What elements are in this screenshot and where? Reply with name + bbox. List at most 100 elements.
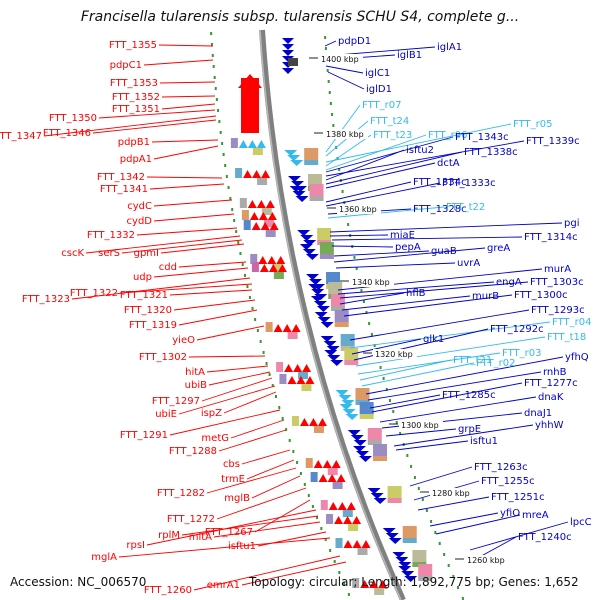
gene-arrow[interactable] <box>289 186 303 192</box>
gene-arrow[interactable] <box>297 230 311 236</box>
gene-arrow[interactable] <box>308 284 322 290</box>
gene-block[interactable] <box>327 468 338 475</box>
gene-arrow[interactable] <box>256 200 266 208</box>
gene-block[interactable] <box>328 282 343 294</box>
gene-label-metg[interactable]: metG <box>201 433 229 444</box>
gene-block[interactable] <box>340 334 355 346</box>
gene-label-ubib[interactable]: ubiB <box>185 380 207 391</box>
gene-arrow[interactable] <box>308 418 318 426</box>
gene-arrow[interactable] <box>306 274 320 280</box>
gene-arrow[interactable] <box>353 440 367 446</box>
gene-label-yhhw[interactable]: yhhW <box>535 420 564 431</box>
gene-label-ftt_1267[interactable]: FTT_1267 <box>205 527 253 538</box>
gene-label-isftu1[interactable]: isftu1 <box>228 541 256 552</box>
gene-label-mura[interactable]: murA <box>544 264 571 275</box>
gene-label-mrea[interactable]: mreA <box>522 510 549 521</box>
gene-label-ftt_1352[interactable]: FTT_1352 <box>112 92 160 103</box>
gene-arrow[interactable] <box>305 254 319 260</box>
gene-arrow[interactable] <box>337 502 347 510</box>
gene-label-pgi[interactable]: pgi <box>564 218 579 229</box>
gene-arrow[interactable] <box>314 312 328 318</box>
gene-label-dcta[interactable]: dctA <box>437 158 460 169</box>
gene-label-yieo[interactable]: yieO <box>172 335 195 346</box>
gene-block[interactable] <box>265 230 276 237</box>
gene-label-ftt_r04[interactable]: FTT_r04 <box>552 317 591 328</box>
gene-block[interactable] <box>319 242 334 254</box>
gene-block[interactable] <box>332 482 343 489</box>
gene-block[interactable] <box>276 362 284 372</box>
gene-label-ftt_t22[interactable]: FTT_t22 <box>446 202 485 213</box>
gene-label-ftt_1314c[interactable]: FTT_1314c <box>524 232 578 243</box>
gene-arrow[interactable] <box>350 435 364 441</box>
gene-block[interactable] <box>359 402 374 414</box>
gene-arrow[interactable] <box>238 74 262 88</box>
gene-arrow[interactable] <box>327 474 337 482</box>
gene-arrow[interactable] <box>267 256 277 264</box>
gene-arrow[interactable] <box>251 222 261 230</box>
gene-label-pdpa1[interactable]: pdpA1 <box>120 154 152 165</box>
gene-label-ftt_1355[interactable]: FTT_1355 <box>109 40 157 51</box>
gene-block[interactable] <box>241 78 259 133</box>
gene-block[interactable] <box>374 588 385 595</box>
gene-arrow[interactable] <box>258 212 268 220</box>
gene-arrow[interactable] <box>320 336 334 342</box>
gene-block[interactable] <box>272 264 283 271</box>
gene-arrow[interactable] <box>359 456 373 462</box>
gene-block[interactable] <box>334 322 349 327</box>
gene-label-iglb1[interactable]: iglB1 <box>397 50 422 61</box>
gene-label-cydc[interactable]: cydC <box>127 201 152 212</box>
gene-arrow[interactable] <box>343 516 353 524</box>
gene-arrow[interactable] <box>256 140 266 148</box>
gene-arrow[interactable] <box>247 200 257 208</box>
gene-arrow[interactable] <box>343 540 353 548</box>
gene-block[interactable] <box>298 372 309 379</box>
gene-label-ftt_t24[interactable]: FTT_t24 <box>370 116 409 127</box>
gene-arrow[interactable] <box>322 460 332 468</box>
gene-label-ftt_r06[interactable]: FTT_r06 <box>428 130 467 141</box>
gene-arrow[interactable] <box>305 376 315 384</box>
gene-label-ftt_1291[interactable]: FTT_1291 <box>120 430 168 441</box>
gene-arrow[interactable] <box>327 355 341 361</box>
gene-label-ftt_1293c[interactable]: FTT_1293c <box>531 305 585 316</box>
gene-arrow[interactable] <box>268 264 278 272</box>
gene-block[interactable] <box>418 564 433 576</box>
gene-arrow[interactable] <box>373 498 387 504</box>
gene-label-ftt_1285c[interactable]: FTT_1285c <box>442 390 496 401</box>
gene-label-ftt_1334c[interactable]: FTT_1334c <box>413 177 467 188</box>
gene-block[interactable] <box>252 148 263 155</box>
gene-block[interactable] <box>352 578 360 588</box>
gene-label-gpmi[interactable]: gpmI <box>134 248 159 259</box>
gene-label-dnak[interactable]: dnaK <box>538 392 564 403</box>
gene-label-ftt_t23[interactable]: FTT_t23 <box>373 130 412 141</box>
gene-arrow[interactable] <box>311 289 325 295</box>
gene-arrow[interactable] <box>276 256 286 264</box>
gene-block[interactable] <box>348 524 359 531</box>
gene-label-cdd[interactable]: cdd <box>159 262 177 273</box>
gene-block[interactable] <box>279 374 287 384</box>
gene-block[interactable] <box>310 472 318 482</box>
gene-arrow[interactable] <box>330 360 344 366</box>
gene-label-ispz[interactable]: ispZ <box>201 408 222 419</box>
gene-arrow[interactable] <box>260 222 270 230</box>
gene-arrow[interactable] <box>342 409 356 415</box>
gene-label-guab[interactable]: guaB <box>431 246 457 257</box>
gene-arrow[interactable] <box>345 414 359 420</box>
gene-label-ubie[interactable]: ubiE <box>155 409 177 420</box>
gene-block[interactable] <box>251 262 259 272</box>
gene-arrow[interactable] <box>287 376 297 384</box>
gene-label-sers[interactable]: serS <box>98 248 120 259</box>
gene-label-ftt_1292c[interactable]: FTT_1292c <box>490 324 544 335</box>
gene-label-ftt_1342[interactable]: FTT_1342 <box>97 172 145 183</box>
gene-arrow[interactable] <box>284 364 294 372</box>
gene-arrow[interactable] <box>378 580 388 588</box>
gene-arrow[interactable] <box>282 44 294 50</box>
gene-label-mglb[interactable]: mglB <box>224 493 250 504</box>
gene-arrow[interactable] <box>382 528 396 534</box>
gene-label-emra1[interactable]: emrA1 <box>207 580 240 591</box>
gene-label-mgla[interactable]: mglA <box>91 552 117 563</box>
gene-label-ftt_1260[interactable]: FTT_1260 <box>144 585 192 596</box>
gene-arrow[interactable] <box>353 446 367 452</box>
gene-block[interactable] <box>402 538 417 543</box>
gene-arrow[interactable] <box>316 306 330 312</box>
